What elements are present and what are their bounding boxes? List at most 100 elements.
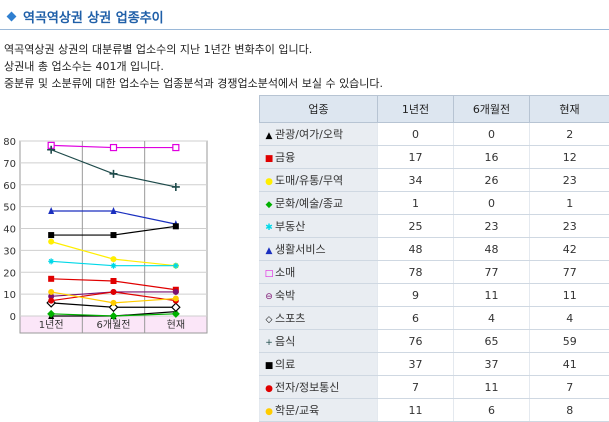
six-months-ago-count: 26 <box>454 169 530 192</box>
current-count: 41 <box>530 353 609 376</box>
six-months-ago-count: 11 <box>454 376 530 399</box>
data-point <box>111 232 117 238</box>
year-ago-count: 34 <box>378 169 454 192</box>
y-tick-label: 20 <box>3 268 16 279</box>
data-point <box>111 300 117 306</box>
category-cell: ◆문화/예술/종교 <box>260 192 378 215</box>
y-tick-label: 80 <box>3 137 16 148</box>
data-point <box>173 223 179 229</box>
current-count: 23 <box>530 215 609 238</box>
legend-marker-icon: ● <box>264 384 274 394</box>
category-cell: ■금융 <box>260 146 378 169</box>
data-point <box>173 145 179 151</box>
description: 역곡역상권 상권의 대분류별 업소수의 지난 1년간 변화추이 입니다. 상권내… <box>4 41 383 92</box>
legend-marker-icon: ● <box>264 177 274 187</box>
title-divider <box>0 29 609 30</box>
legend-marker-icon: ◆ <box>264 200 274 210</box>
header-six-months-ago: 6개월전 <box>454 96 530 123</box>
category-cell: ●전자/정보통신 <box>260 376 378 399</box>
category-cell: ⊖숙박 <box>260 284 378 307</box>
current-count: 12 <box>530 146 609 169</box>
table-header-row: 업종 1년전 6개월전 현재 <box>260 96 609 123</box>
category-name: 소매 <box>275 266 295 279</box>
category-name: 생활서비스 <box>275 243 326 256</box>
current-count: 42 <box>530 238 609 261</box>
year-ago-count: 78 <box>378 261 454 284</box>
six-months-ago-count: 4 <box>454 307 530 330</box>
year-ago-count: 25 <box>378 215 454 238</box>
six-months-ago-count: 16 <box>454 146 530 169</box>
data-point <box>48 232 54 238</box>
current-count: 59 <box>530 330 609 353</box>
legend-marker-icon: □ <box>264 269 274 279</box>
data-point <box>173 289 179 295</box>
legend-marker-icon: ■ <box>264 154 274 164</box>
current-count: 1 <box>530 192 609 215</box>
year-ago-count: 7 <box>378 376 454 399</box>
year-ago-count: 76 <box>378 330 454 353</box>
description-line: 상권내 총 업소수는 401개 입니다. <box>4 58 383 75</box>
data-point <box>48 289 54 295</box>
y-tick-label: 10 <box>3 290 16 301</box>
year-ago-count: 48 <box>378 238 454 261</box>
description-line: 중분류 및 소분류에 대한 업소수는 업종분석과 경쟁업소분석에서 보실 수 있… <box>4 75 383 92</box>
year-ago-count: 0 <box>378 123 454 146</box>
category-name: 관광/여가/오락 <box>275 128 343 141</box>
category-name: 의료 <box>275 358 295 371</box>
category-cell: +음식 <box>260 330 378 353</box>
y-tick-label: 60 <box>3 181 16 192</box>
year-ago-count: 37 <box>378 353 454 376</box>
current-count: 23 <box>530 169 609 192</box>
current-count: 7 <box>530 376 609 399</box>
category-name: 학문/교육 <box>275 404 319 417</box>
y-tick-label: 70 <box>3 159 16 170</box>
data-point <box>111 256 117 262</box>
category-name: 음식 <box>275 335 295 348</box>
data-point <box>48 276 54 282</box>
legend-marker-icon: ◇ <box>264 315 274 325</box>
six-months-ago-count: 77 <box>454 261 530 284</box>
category-name: 숙박 <box>275 289 295 302</box>
category-cell: ▲생활서비스 <box>260 238 378 261</box>
bullet-diamond-icon <box>7 11 17 21</box>
six-months-ago-count: 65 <box>454 330 530 353</box>
category-cell: ✱부동산 <box>260 215 378 238</box>
six-months-ago-count: 23 <box>454 215 530 238</box>
category-name: 문화/예술/종교 <box>275 197 343 210</box>
category-cell: ■의료 <box>260 353 378 376</box>
data-point <box>173 296 179 302</box>
legend-marker-icon: ● <box>264 407 274 417</box>
year-ago-count: 11 <box>378 399 454 422</box>
page-title-text: 역곡역상권 상권 업종추이 <box>23 7 164 26</box>
data-point <box>48 239 54 245</box>
legend-marker-icon: ✱ <box>264 223 274 233</box>
y-tick-label: 40 <box>3 225 16 236</box>
year-ago-count: 17 <box>378 146 454 169</box>
legend-marker-icon: + <box>264 338 274 348</box>
page-title: 역곡역상권 상권 업종추이 <box>4 6 164 26</box>
category-cell: □소매 <box>260 261 378 284</box>
six-months-ago-count: 0 <box>454 123 530 146</box>
category-cell: ●도매/유통/무역 <box>260 169 378 192</box>
category-cell: ▲관광/여가/오락 <box>260 123 378 146</box>
year-ago-count: 6 <box>378 307 454 330</box>
category-name: 전자/정보통신 <box>275 381 339 394</box>
six-months-ago-count: 11 <box>454 284 530 307</box>
category-name: 스포츠 <box>275 312 305 325</box>
x-tick-label: 1년전 <box>39 319 64 331</box>
data-point <box>111 278 117 284</box>
y-tick-label: 50 <box>3 203 16 214</box>
year-ago-count: 1 <box>378 192 454 215</box>
